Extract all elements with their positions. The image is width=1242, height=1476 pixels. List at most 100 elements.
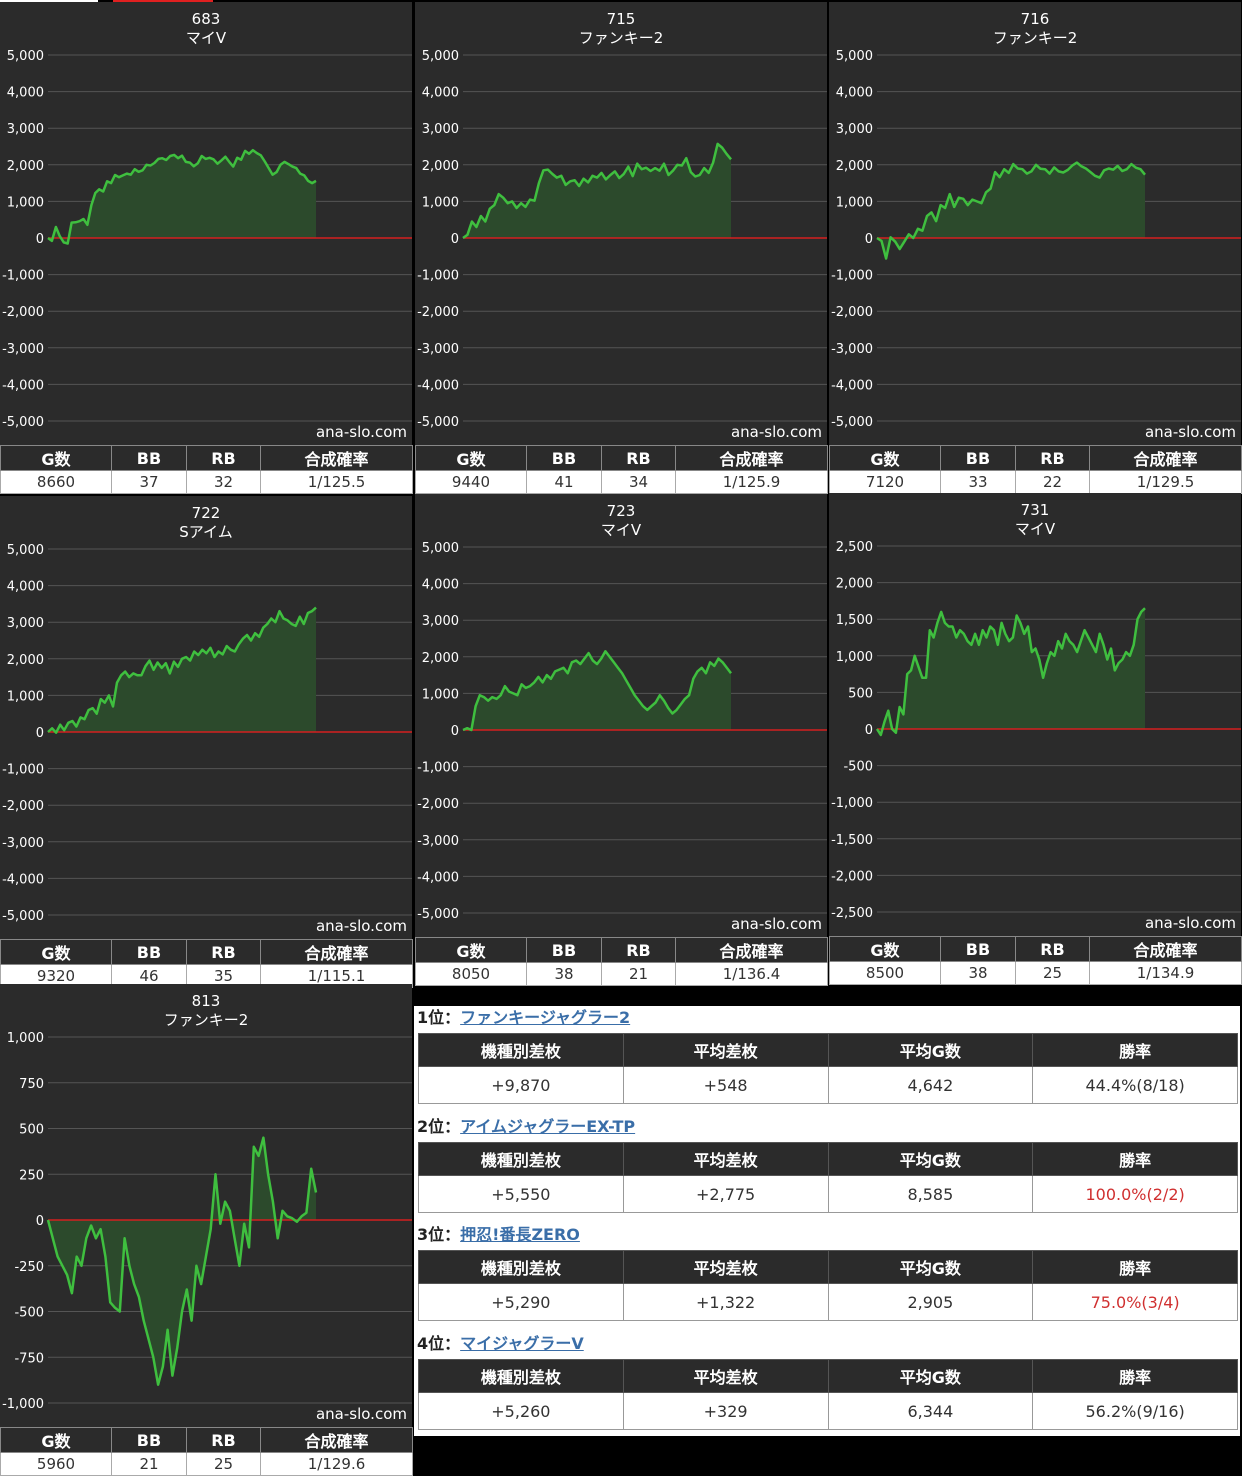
rate-value: 1/125.9 [675,470,828,494]
y-tick-label: 3,000 [7,616,44,631]
y-tick-label: 1,000 [7,689,44,704]
games-value: 5960 [0,1452,112,1476]
stat-header-bb: BB [111,939,187,965]
machine-model: マイV [1014,520,1056,538]
y-tick-label: 4,000 [422,86,459,101]
y-tick-label: 1,000 [836,650,873,665]
y-tick-label: 5,000 [7,49,44,64]
stats-table: G数 BB RB 合成確率 8660 37 32 1/125.5 [0,445,413,494]
stat-header-rb: RB [1015,936,1090,962]
stat-header-games: G数 [0,939,112,965]
site-credit: ana-slo.com [315,423,407,441]
machine-model: ファンキー2 [992,29,1078,47]
rate-value: 1/129.6 [260,1452,413,1476]
site-credit: ana-slo.com [315,917,407,935]
stat-header-rate: 合成確率 [675,937,828,963]
stat-header-rate: 合成確率 [675,445,828,471]
y-tick-label: 0 [451,232,459,247]
stats-table: G数 BB RB 合成確率 7120 33 22 1/129.5 [829,445,1242,494]
stat-header-games: G数 [415,445,527,471]
stat-header-bb: BB [526,445,602,471]
y-tick-label: 2,500 [836,540,873,555]
chart-area: 716 ファンキー2 5,000 4,000 3,000 2,000 1,000 0 -1,00… [829,2,1241,445]
chart-plot: 5,000 4,000 3,000 2,000 1,000 0 -1,000 -2,000 -3… [417,49,827,430]
y-tick-label: 1,000 [7,195,44,210]
y-tick-label: -1,000 [417,761,459,776]
machine-model: マイV [600,521,642,539]
y-tick-label: 4,000 [422,578,459,593]
y-tick-label: 2,000 [422,159,459,174]
col-header-win-rate: 勝率 [1032,1142,1238,1176]
machine-panel-716: 716 ファンキー2 5,000 4,000 3,000 2,000 1,000 0 -1,00… [829,2,1242,494]
y-tick-label: -1,500 [831,833,873,848]
col-header-avg-diff: 平均差枚 [622,1142,829,1176]
rank-heading: 4位：マイジャグラーV [417,1332,584,1356]
chart-area: 722 Sアイム 5,000 4,000 3,000 2,000 1,000 0 -1,000 -… [0,496,412,939]
stat-header-rb: RB [1015,445,1090,471]
y-tick-label: -1,000 [2,1397,44,1412]
machine-number: 723 [606,502,636,520]
machine-model: Sアイム [179,523,233,541]
avg-games-value: 2,905 [827,1283,1034,1321]
col-header-win-rate: 勝率 [1032,1033,1238,1067]
rank-table: 機種別差枚 平均差枚 平均G数 勝率 +9,870 +548 4,642 44.… [418,1033,1238,1104]
avg-diff-value: +548 [622,1066,829,1104]
rate-value: 1/129.5 [1089,470,1242,494]
avg-diff-value: +329 [622,1392,829,1430]
rank-heading: 3位：押忍!番長ZERO [417,1223,580,1247]
machine-panel-813: 813 ファンキー2 1,000 750 500 250 0 -250 -500 -750 -1,0… [0,984,413,1476]
machine-number: 716 [1020,10,1050,28]
stat-header-bb: BB [526,937,602,963]
y-tick-label: 0 [36,1214,44,1229]
chart-area: 723 マイV 5,000 4,000 3,000 2,000 1,000 0 -1,000 -2… [415,494,827,937]
series-area-fill [877,162,1145,259]
rank-model-link[interactable]: ファンキージャグラー2 [460,1008,631,1027]
machine-model: ファンキー2 [578,29,664,47]
chart-area: 683 マイV 5,000 4,000 3,000 2,000 1,000 0 -1,000 -2… [0,2,412,445]
y-tick-label: -5,000 [417,907,459,922]
total-diff-value: +5,550 [418,1175,624,1213]
y-tick-label: 750 [19,1077,44,1092]
avg-games-value: 6,344 [827,1392,1034,1430]
stat-header-bb: BB [940,445,1016,471]
y-tick-label: -4,000 [417,378,459,393]
chart-area: 715 ファンキー2 5,000 4,000 3,000 2,000 1,000 0 -1,00… [415,2,827,445]
bb-value: 33 [940,470,1016,494]
y-tick-label: -2,000 [2,799,44,814]
rank-model-link[interactable]: 押忍!番長ZERO [460,1225,580,1244]
y-tick-label: -2,000 [831,305,873,320]
y-tick-label: 5,000 [422,49,459,64]
y-tick-label: -2,000 [417,305,459,320]
y-tick-label: 1,000 [422,195,459,210]
y-tick-label: -5,000 [831,415,873,430]
y-tick-label: 4,000 [7,86,44,101]
col-header-avg-diff: 平均差枚 [622,1033,829,1067]
games-value: 8500 [829,961,941,985]
y-tick-label: 250 [19,1168,44,1183]
col-header-total-diff: 機種別差枚 [418,1033,624,1067]
rank-model-link[interactable]: マイジャグラーV [460,1334,584,1353]
machine-panel-731: 731 マイV 2,500 2,000 1,500 1,000 500 0 -500 -1,000… [829,493,1242,985]
rank-label: 1位： [417,1008,461,1027]
rate-value: 1/134.9 [1089,961,1242,985]
rb-value: 25 [186,1452,261,1476]
top-bar-white [0,0,98,3]
y-tick-label: 3,000 [422,614,459,629]
avg-diff-value: +1,322 [622,1283,829,1321]
chart-plot: 5,000 4,000 3,000 2,000 1,000 0 -1,000 -2,000 -3… [417,541,827,922]
bb-value: 21 [111,1452,187,1476]
stat-header-games: G数 [0,1427,112,1453]
games-value: 8660 [0,470,112,494]
site-credit: ana-slo.com [1144,914,1236,932]
win-rate-value: 44.4%(8/18) [1032,1066,1238,1104]
y-tick-label: 1,000 [422,687,459,702]
machine-model: ファンキー2 [163,1011,249,1029]
y-tick-label: -750 [14,1351,44,1366]
y-tick-label: 3,000 [836,122,873,137]
games-value: 8050 [415,962,527,986]
rank-model-link[interactable]: アイムジャグラーEX-TP [460,1117,636,1136]
y-tick-label: -5,000 [417,415,459,430]
y-tick-label: 500 [19,1123,44,1138]
series-area-fill [463,143,731,238]
y-tick-label: -1,000 [2,269,44,284]
